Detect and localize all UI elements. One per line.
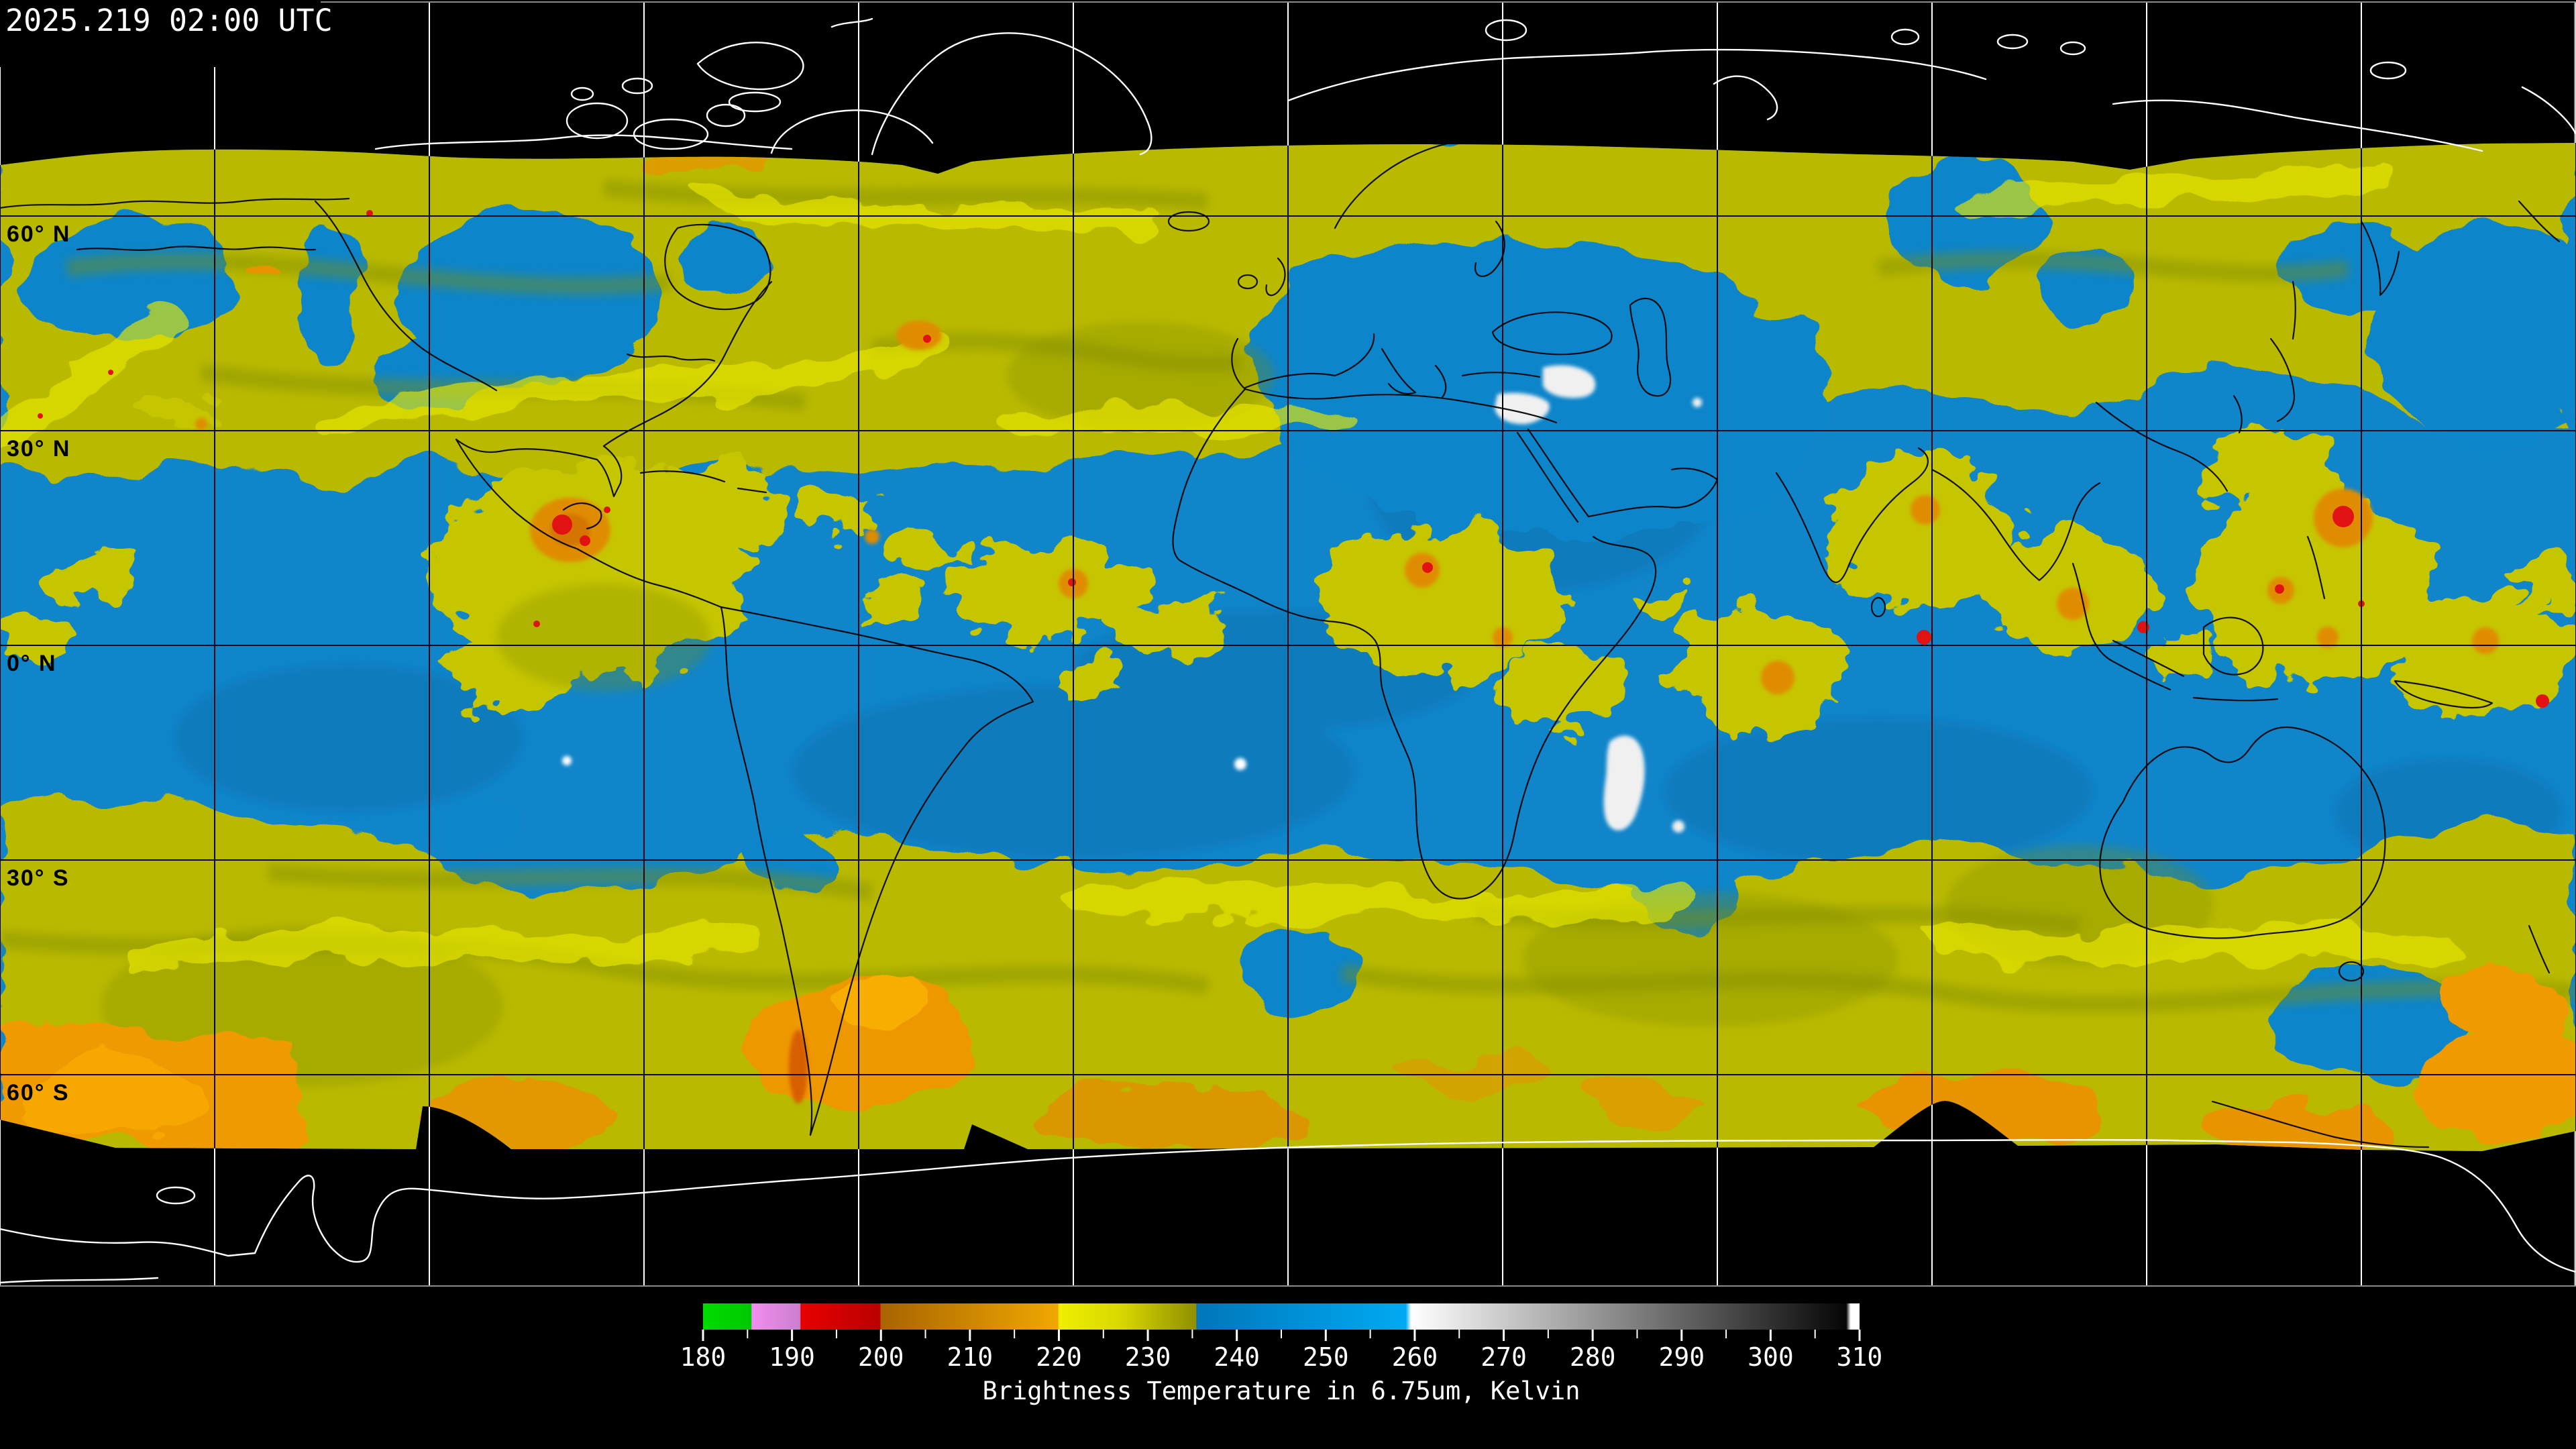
colorbar-tick-label: 270	[1481, 1342, 1527, 1372]
colorbar-title: Brightness Temperature in 6.75um, Kelvin	[982, 1377, 1580, 1405]
lat-label-30n: 30° N	[7, 436, 70, 462]
coastlines-over-data	[0, 143, 2561, 1148]
data-swath	[0, 143, 2576, 1151]
lat-label-0n: 0° N	[7, 651, 57, 676]
colorbar: 180 190 200 210 220 230 240 250 260 270 280 290 300 3…	[680, 1303, 1883, 1405]
latitude-labels: 60° N 30° N 0° N 30° S 60° S	[7, 221, 70, 1106]
colorbar-tick-label: 190	[769, 1342, 815, 1372]
timestamp-text: 2025.219 02:00 UTC	[5, 3, 333, 38]
colorbar-tick-label: 300	[1748, 1342, 1794, 1372]
colorbar-tick-label: 230	[1125, 1342, 1171, 1372]
colorbar-ticks	[702, 1330, 1861, 1341]
colorbar-tick-label: 250	[1303, 1342, 1349, 1372]
lat-label-60n: 60° N	[7, 221, 70, 247]
colorbar-tick-label: 240	[1214, 1342, 1260, 1372]
colorbar-tick-label: 200	[858, 1342, 904, 1372]
colorbar-tick-label: 210	[947, 1342, 994, 1372]
orange-cold-cloud	[0, 143, 2576, 1151]
colorbar-gradient-bar	[703, 1303, 1860, 1330]
lat-label-60s: 60° S	[7, 1080, 70, 1106]
colorbar-tick-labels: 180 190 200 210 220 230 240 250 260 270 280 290 300 3…	[680, 1342, 1883, 1372]
colorbar-tick-label: 290	[1658, 1342, 1705, 1372]
timestamp-overlay: 2025.219 02:00 UTC	[0, 0, 333, 67]
colorbar-tick-label: 260	[1392, 1342, 1438, 1372]
deep-convection-red-spots	[38, 210, 2549, 708]
colorbar-tick-label: 220	[1036, 1342, 1082, 1372]
bright-cloud-streaks	[0, 161, 2463, 975]
coastlines-antarctic	[0, 1138, 2576, 1284]
colorbar-tick-label: 280	[1570, 1342, 1616, 1372]
colorbar-tick-label: 180	[680, 1342, 727, 1372]
lat-label-30s: 30° S	[7, 865, 70, 891]
coastlines-arctic	[12, 17, 2576, 156]
graticule-over-data	[0, 143, 2576, 1151]
colorbar-tick-label: 310	[1837, 1342, 1883, 1372]
timestamp-backdrop	[0, 0, 321, 67]
